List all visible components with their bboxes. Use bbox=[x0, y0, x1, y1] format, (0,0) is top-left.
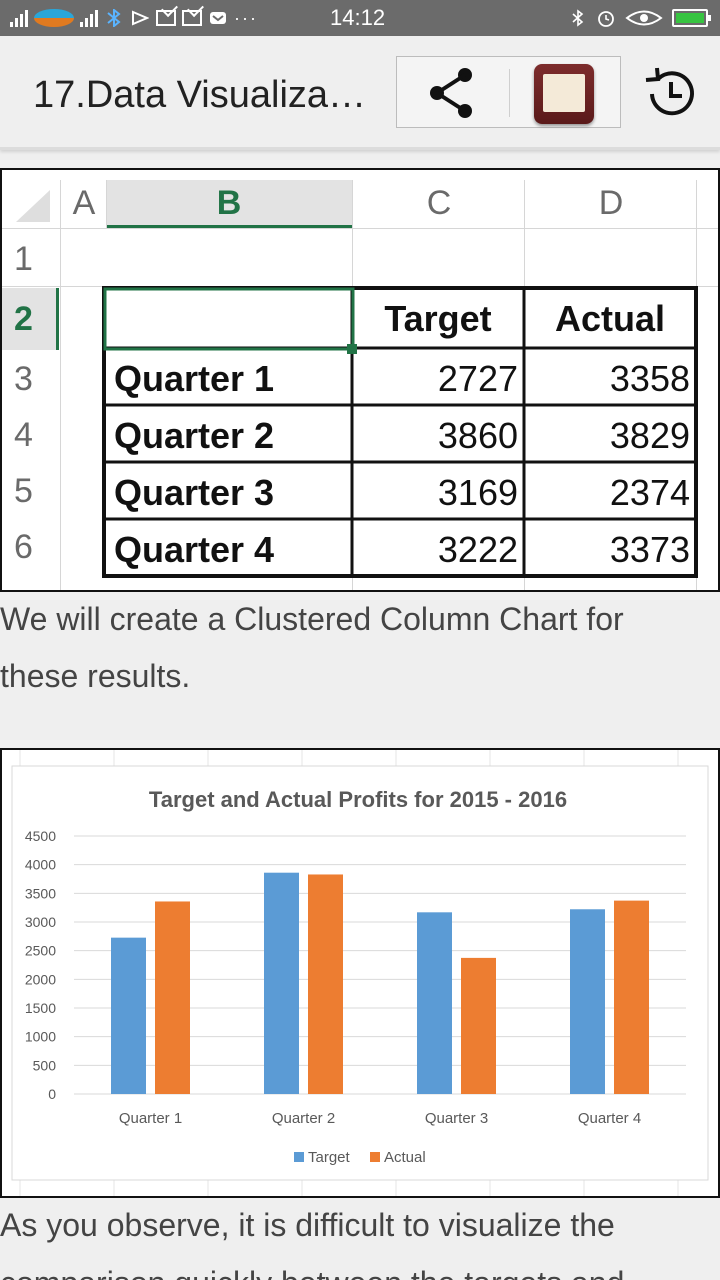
y-tick-label: 0 bbox=[48, 1086, 56, 1102]
battery-charging-icon bbox=[672, 9, 711, 27]
row-number: 3 bbox=[14, 360, 33, 398]
table-borders bbox=[102, 286, 698, 578]
spreadsheet-image: A B C D 1 2 3 4 5 6 Target Actual Quarte… bbox=[0, 168, 720, 592]
status-right-icons bbox=[568, 6, 711, 30]
divider bbox=[509, 69, 510, 117]
x-tick-label: Quarter 3 bbox=[425, 1110, 488, 1127]
bar-actual bbox=[308, 874, 343, 1094]
x-tick-label: Quarter 2 bbox=[272, 1110, 335, 1127]
x-tick-label: Quarter 4 bbox=[578, 1110, 641, 1127]
notebook-app-icon bbox=[543, 74, 585, 112]
table-row-label: Quarter 4 bbox=[114, 529, 275, 570]
status-left-icons: ··· bbox=[10, 6, 258, 30]
status-bar: ··· 14:12 bbox=[0, 0, 720, 36]
eye-icon bbox=[624, 9, 664, 27]
row-number: 1 bbox=[14, 240, 33, 278]
status-time: 14:12 bbox=[330, 5, 386, 30]
table-cell-target: 2727 bbox=[437, 358, 518, 399]
y-tick-label: 4000 bbox=[25, 857, 56, 873]
y-tick-label: 3000 bbox=[25, 914, 56, 930]
app-bar: 17.Data Visualiza… bbox=[0, 36, 720, 150]
bar-actual bbox=[155, 901, 190, 1094]
bar-target bbox=[570, 909, 605, 1094]
bluetooth-icon bbox=[104, 9, 124, 27]
bar-actual bbox=[461, 957, 496, 1094]
signal-icon bbox=[80, 9, 98, 27]
column-b-highlight bbox=[106, 180, 352, 228]
legend-swatch bbox=[294, 1152, 304, 1162]
row-number: 2 bbox=[14, 300, 33, 338]
gridline bbox=[2, 228, 718, 229]
legend-label: Target bbox=[308, 1149, 351, 1166]
table-cell-target: 3222 bbox=[437, 529, 518, 570]
table-row-label: Quarter 2 bbox=[114, 415, 275, 456]
table-row-label: Quarter 1 bbox=[114, 358, 275, 399]
gridline bbox=[60, 180, 61, 590]
table-cell-actual: 2374 bbox=[609, 472, 690, 513]
y-tick-label: 4500 bbox=[25, 828, 56, 844]
row-number: 4 bbox=[14, 416, 33, 454]
bar-target bbox=[417, 912, 452, 1094]
column-header-b: B bbox=[216, 184, 242, 222]
table-header-target: Target bbox=[384, 298, 492, 339]
table-cell-actual: 3358 bbox=[609, 358, 690, 399]
paragraph-line: As you observe, it is difficult to visua… bbox=[0, 1207, 615, 1243]
table-cell-target: 3169 bbox=[437, 472, 518, 513]
share-button[interactable] bbox=[419, 65, 483, 121]
share-icon bbox=[430, 68, 472, 118]
table-header-actual: Actual bbox=[554, 298, 666, 339]
legend-label: Actual bbox=[384, 1149, 426, 1166]
x-tick-label: Quarter 1 bbox=[119, 1110, 182, 1127]
action-group bbox=[396, 56, 621, 128]
table-row-label: Quarter 3 bbox=[114, 472, 275, 513]
carrier-logo-icon bbox=[34, 9, 74, 27]
y-tick-label: 2000 bbox=[25, 971, 56, 987]
row-2-highlight bbox=[2, 288, 59, 350]
bar-target bbox=[264, 872, 299, 1094]
table-cell-target: 3860 bbox=[437, 415, 518, 456]
mail-icon bbox=[208, 9, 228, 27]
chart-title: Target and Actual Profits for 2015 - 201… bbox=[149, 787, 567, 812]
y-tick-label: 500 bbox=[33, 1057, 57, 1073]
clustered-column-chart: Target and Actual Profits for 2015 - 201… bbox=[11, 750, 709, 1196]
bar-target bbox=[111, 937, 146, 1094]
notebook-app-button[interactable] bbox=[534, 64, 594, 124]
row-number: 5 bbox=[14, 472, 33, 510]
history-button[interactable] bbox=[638, 62, 702, 126]
gridline bbox=[106, 180, 107, 228]
y-tick-label: 2500 bbox=[25, 943, 56, 959]
gmail-icon bbox=[182, 10, 202, 26]
history-icon bbox=[645, 67, 694, 116]
select-all-corner bbox=[16, 190, 50, 222]
column-header-c: C bbox=[426, 184, 452, 222]
y-tick-label: 3500 bbox=[25, 885, 56, 901]
table-cell-actual: 3829 bbox=[609, 415, 690, 456]
table-cell-actual: 3373 bbox=[609, 529, 690, 570]
gmail-icon bbox=[156, 10, 176, 26]
bluetooth-icon bbox=[568, 9, 588, 27]
bar-actual bbox=[614, 900, 649, 1094]
paragraph-line: comparison quickly between the targets a… bbox=[0, 1254, 624, 1280]
column-header-a: A bbox=[72, 184, 96, 222]
alarm-icon bbox=[596, 9, 616, 27]
y-tick-label: 1500 bbox=[25, 1000, 56, 1016]
column-header-d: D bbox=[598, 184, 624, 222]
paragraph-line: these results. bbox=[0, 658, 191, 694]
signal-icon bbox=[10, 9, 28, 27]
more-dots-icon: ··· bbox=[234, 7, 258, 28]
y-tick-label: 1000 bbox=[25, 1029, 56, 1045]
page-title: 17.Data Visualiza… bbox=[33, 74, 367, 116]
check-icon bbox=[130, 9, 150, 27]
paragraph-line: We will create a Clustered Column Chart … bbox=[0, 601, 624, 637]
chart-image: Target and Actual Profits for 2015 - 201… bbox=[0, 748, 720, 1198]
row-number: 6 bbox=[14, 528, 33, 566]
legend-swatch bbox=[370, 1152, 380, 1162]
